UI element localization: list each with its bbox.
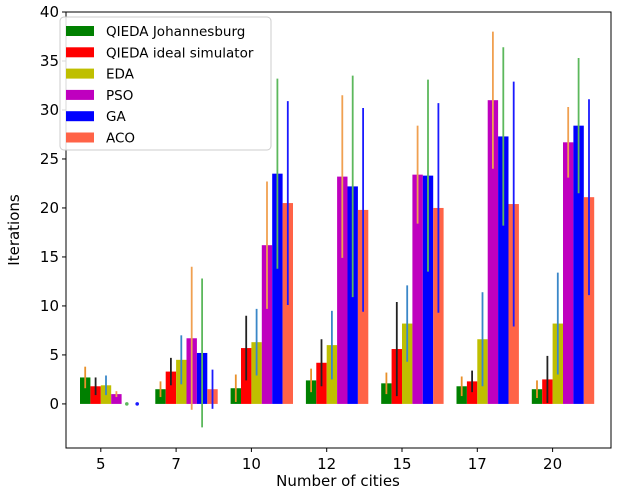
legend-label: EDA bbox=[106, 67, 135, 83]
x-axis-title: Number of cities bbox=[276, 472, 400, 490]
legend: QIEDA Johannesburg QIEDA ideal simulator E… bbox=[59, 16, 272, 151]
bar bbox=[573, 125, 584, 404]
legend-swatch bbox=[66, 111, 94, 122]
y-tick-label: 15 bbox=[40, 248, 59, 266]
x-tick-label: 15 bbox=[392, 455, 411, 473]
error-bar bbox=[125, 402, 129, 406]
legend-swatch bbox=[66, 68, 94, 79]
legend-label: QIEDA ideal simulator bbox=[106, 45, 254, 61]
x-axis: 5 7 10 12 15 17 20 bbox=[96, 448, 562, 473]
legend-box bbox=[59, 16, 272, 151]
bar bbox=[412, 174, 423, 404]
x-tick-label: 12 bbox=[317, 455, 336, 473]
bar bbox=[111, 394, 122, 404]
bar bbox=[90, 386, 101, 404]
bar bbox=[466, 381, 478, 404]
y-tick-label: 20 bbox=[40, 199, 59, 217]
legend-label: GA bbox=[106, 109, 126, 125]
bar bbox=[337, 176, 348, 404]
y-tick-label: 0 bbox=[49, 395, 59, 413]
legend-swatch bbox=[66, 132, 94, 143]
x-tick-label: 5 bbox=[96, 455, 106, 473]
error-bars-layer bbox=[84, 31, 590, 428]
bar bbox=[402, 323, 413, 404]
legend-label: PSO bbox=[106, 88, 133, 104]
y-tick-label: 35 bbox=[40, 52, 59, 70]
error-bar bbox=[135, 402, 139, 406]
bar bbox=[272, 173, 283, 404]
plot-frame bbox=[65, 11, 612, 449]
bar bbox=[563, 142, 574, 404]
x-tick-label: 20 bbox=[543, 455, 562, 473]
x-tick-label: 17 bbox=[468, 455, 487, 473]
bar bbox=[583, 197, 595, 404]
y-tick-label: 10 bbox=[40, 297, 59, 315]
legend-label: ACO bbox=[106, 131, 135, 147]
legend-label: QIEDA Johannesburg bbox=[106, 24, 245, 40]
legend-swatch bbox=[66, 26, 94, 36]
legend-swatch bbox=[66, 89, 94, 100]
bar bbox=[305, 380, 317, 404]
bar bbox=[80, 377, 91, 404]
legend-swatch bbox=[66, 47, 94, 58]
bar bbox=[261, 245, 273, 404]
x-tick-label: 10 bbox=[242, 455, 261, 473]
bar bbox=[422, 175, 434, 404]
y-tick-label: 30 bbox=[40, 101, 59, 119]
bar bbox=[165, 371, 177, 404]
y-axis-title: Iterations bbox=[5, 194, 23, 266]
y-tick-label: 40 bbox=[40, 3, 59, 21]
bar bbox=[487, 100, 499, 404]
y-tick-label: 25 bbox=[40, 150, 59, 168]
x-tick-label: 7 bbox=[171, 455, 181, 473]
y-tick-label: 5 bbox=[49, 346, 59, 364]
bar bbox=[498, 136, 509, 404]
